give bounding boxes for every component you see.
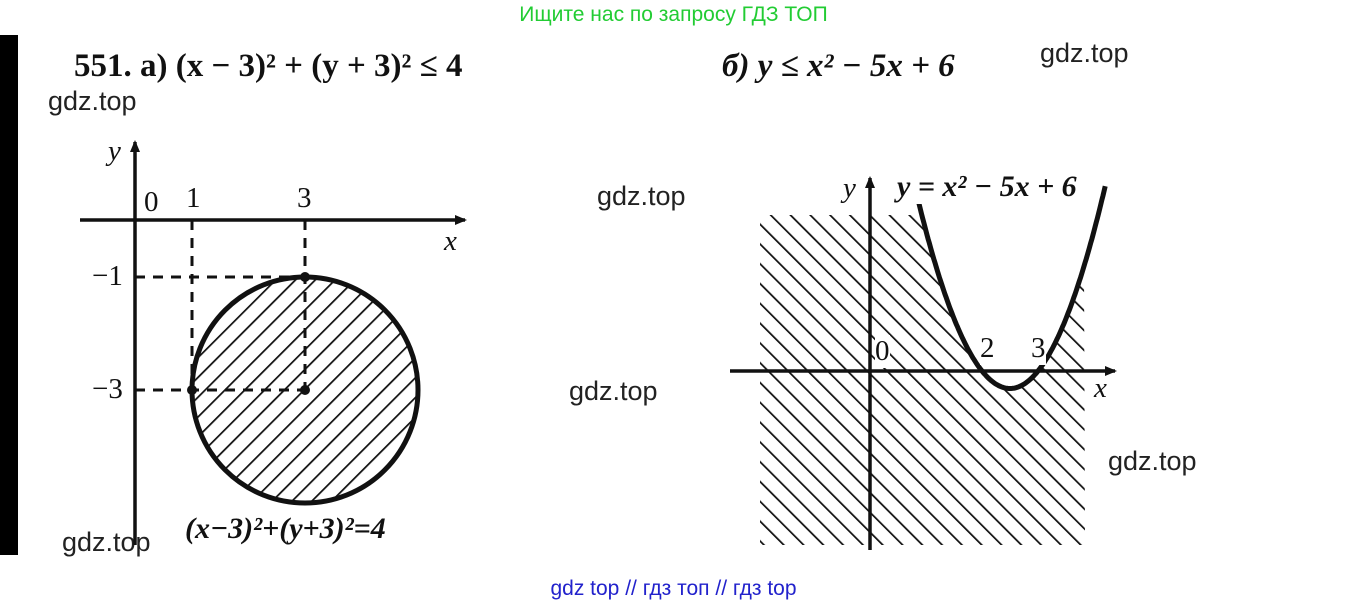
watermark: gdz.top (1040, 38, 1129, 68)
diagram-b (730, 176, 1117, 550)
solution-region (760, 215, 1085, 545)
axis-label-x: x (444, 225, 457, 257)
axis-label-y: y (843, 172, 856, 204)
point (300, 272, 310, 282)
parabola-curve (915, 185, 1108, 391)
diagram-a (80, 140, 467, 545)
problem-number: 551. (74, 48, 132, 84)
watermark: gdz.top (48, 86, 137, 116)
center-point (300, 385, 310, 395)
circle-equation-label: (x−3)²+(y+3)²=4 (185, 512, 386, 545)
top-banner: Ищите нас по запросу ГДЗ ТОП (519, 3, 828, 26)
tick-x: 3 (297, 182, 312, 214)
tick-y: −1 (92, 260, 123, 292)
part-a-inequality: а) (x − 3)² + (y + 3)² ≤ 4 (140, 48, 463, 84)
problem-a-title: 551. а) (x − 3)² + (y + 3)² ≤ 4 (74, 48, 463, 85)
axis-label-x: x (1094, 372, 1107, 404)
point (187, 385, 197, 395)
axis-label-y: y (108, 135, 121, 167)
watermark: gdz.top (569, 376, 658, 406)
tick-x: 1 (186, 182, 201, 214)
scan-edge (0, 35, 18, 555)
bottom-banner: gdz top // гдз топ // гдз top (550, 577, 797, 600)
tick-x: 0 (144, 186, 159, 218)
watermark: gdz.top (1108, 446, 1197, 476)
tick-x: 0 (875, 335, 890, 368)
watermark: gdz.top (597, 181, 686, 211)
tick-x: 2 (980, 332, 995, 365)
tick-x: 3 (1031, 332, 1046, 365)
parabola-equation-label: y = x² − 5x + 6 (897, 170, 1077, 204)
part-b-inequality: б) y ≤ x² − 5x + 6 (722, 48, 955, 84)
tick-y: −3 (92, 373, 123, 405)
